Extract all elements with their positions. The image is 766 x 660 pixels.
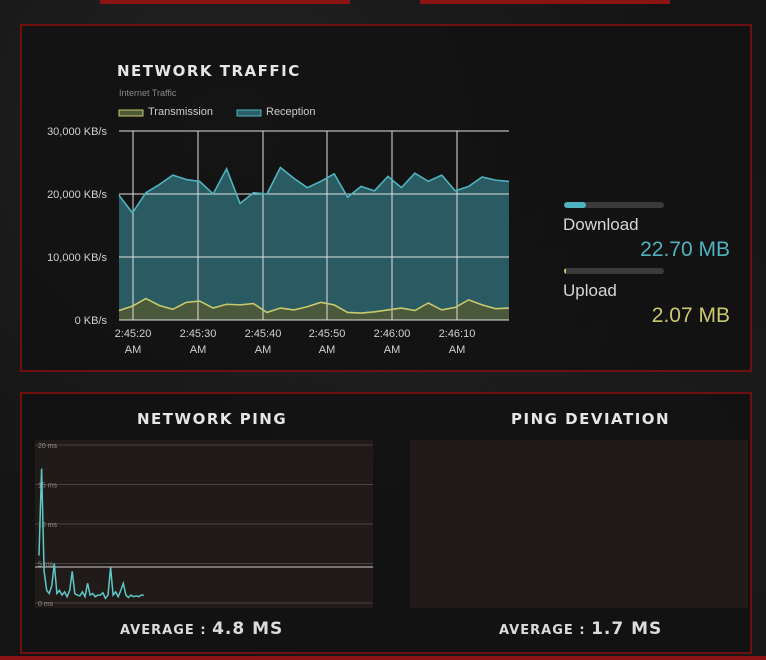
frame-top-accent [100, 0, 350, 4]
ping-y-tick-label: 20 ms [38, 443, 58, 450]
y-tick-label: 30,000 KB/s [47, 126, 107, 138]
deviation-average-label: AVERAGE [499, 623, 574, 638]
upload-label: Upload [563, 281, 617, 300]
x-tick-label-ampm: AM [384, 344, 401, 356]
upload-progress-fill [564, 268, 566, 274]
legend-label-transmission: Transmission [148, 106, 213, 118]
x-tick-label: 2:46:10 [439, 328, 476, 340]
upload-value: 2.07 MB [651, 304, 730, 327]
deviation-average-separator: : [579, 623, 592, 638]
download-label: Download [563, 215, 639, 234]
reception-area [119, 167, 509, 320]
x-tick-label-ampm: AM [319, 344, 336, 356]
ping-deviation-chart-area [410, 440, 748, 608]
x-tick-label-ampm: AM [255, 344, 272, 356]
y-tick-label: 10,000 KB/s [47, 252, 107, 264]
upload-progress-bar [564, 268, 664, 274]
ping-y-tick-label: 0 ms [38, 601, 54, 608]
traffic-subtitle: Internet Traffic [119, 88, 177, 98]
y-tick-label: 0 KB/s [75, 315, 108, 327]
download-value: 22.70 MB [640, 238, 730, 261]
frame-bottom-accent [0, 656, 766, 660]
x-tick-label: 2:45:20 [115, 328, 152, 340]
ping-y-tick-label: 15 ms [38, 483, 58, 490]
network-traffic-chart: Transmission Reception 30,000 KB/s 20,000 K… [47, 106, 510, 356]
ping-average-label: AVERAGE [120, 623, 195, 638]
ping-average: AVERAGE : 4.8 MS [120, 619, 283, 639]
download-progress-bar [564, 202, 664, 208]
network-traffic-title: NETWORK TRAFFIC [117, 62, 301, 80]
frame-top-accent [420, 0, 670, 4]
ping-y-tick-label: 10 ms [38, 522, 58, 529]
ping-y-tick-label: 5 ms [38, 562, 54, 569]
download-progress-fill [564, 202, 586, 208]
y-tick-label: 20,000 KB/s [47, 189, 107, 201]
transmission-area [119, 298, 509, 320]
x-tick-label-ampm: AM [125, 344, 142, 356]
ping-line [38, 468, 144, 600]
legend-swatch-transmission [118, 109, 144, 117]
x-tick-label-ampm: AM [190, 344, 207, 356]
ping-deviation-title: PING DEVIATION [511, 410, 671, 428]
x-tick-label: 2:45:40 [245, 328, 282, 340]
transmission-line [118, 297, 510, 314]
deviation-average-value: 1.7 MS [591, 619, 663, 639]
deviation-average: AVERAGE : 1.7 MS [499, 619, 662, 639]
network-ping-title: NETWORK PING [137, 410, 288, 428]
ping-average-value: 4.8 MS [212, 619, 284, 639]
ping-average-separator: : [200, 623, 213, 638]
x-tick-label: 2:45:50 [309, 328, 346, 340]
legend-label-reception: Reception [266, 106, 316, 118]
x-tick-label: 2:46:00 [374, 328, 411, 340]
legend-swatch-reception [236, 109, 262, 117]
x-tick-label: 2:45:30 [180, 328, 217, 340]
x-tick-label-ampm: AM [449, 344, 466, 356]
reception-line [118, 166, 510, 215]
